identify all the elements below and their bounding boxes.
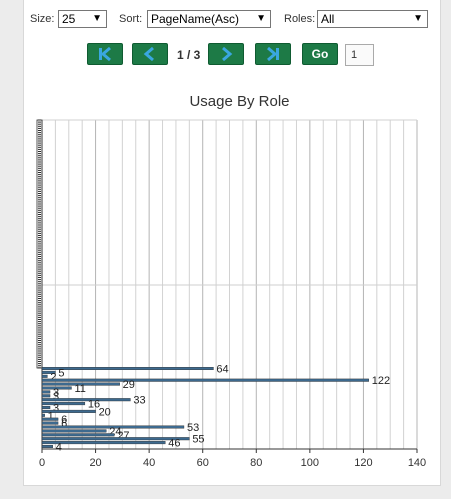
x-tick-label: 60 (197, 457, 209, 469)
size-label: Size: (30, 13, 55, 25)
size-dropdown-arrow-icon: ▼ (92, 13, 102, 24)
size-select-value: 25 (62, 12, 76, 26)
last-page-button[interactable] (255, 43, 291, 65)
page-number-input[interactable]: 1 (345, 44, 374, 66)
chart-title: Usage By Role (189, 93, 289, 110)
bar (41, 398, 131, 402)
prev-page-icon (143, 47, 154, 61)
bar (41, 374, 48, 378)
bar (41, 437, 190, 441)
bar (41, 378, 369, 382)
x-tick-label: 0 (39, 457, 45, 469)
next-page-icon (222, 47, 233, 61)
bar (41, 417, 59, 421)
bar (41, 386, 72, 390)
bar-value-label: 6 (61, 414, 67, 426)
x-tick-label: 140 (408, 457, 426, 469)
bar-value-label: 1 (48, 410, 54, 422)
sort-dropdown-arrow-icon: ▼ (256, 13, 266, 24)
bar-value-label: 3 (53, 387, 59, 399)
bar (41, 429, 107, 433)
roles-select[interactable]: All ▼ (317, 10, 428, 28)
x-tick-label: 80 (250, 457, 262, 469)
bar (41, 421, 59, 425)
roles-label: Roles: (284, 13, 316, 25)
sort-label: Sort: (119, 13, 143, 25)
bar (41, 402, 86, 406)
sort-select-value: PageName(Asc) (151, 12, 240, 26)
bar-value-label: 3 (53, 391, 59, 403)
bar (41, 367, 214, 371)
bar-value-label: 46 (168, 438, 180, 450)
bar (41, 409, 96, 413)
x-tick-label: 40 (143, 457, 155, 469)
bar-value-label: 55 (192, 434, 204, 446)
bar-value-label: 2 (50, 371, 56, 383)
next-page-button[interactable] (208, 43, 244, 65)
pager: 1 / 3 Go 1 (24, 43, 440, 67)
bar-value-label: 16 (88, 399, 100, 411)
size-select[interactable]: 25 ▼ (58, 10, 107, 28)
bar (41, 445, 53, 449)
go-button[interactable]: Go (302, 43, 338, 65)
first-page-button[interactable] (87, 43, 123, 65)
first-page-icon (99, 47, 111, 61)
bar-value-label: 122 (372, 375, 390, 387)
bar-value-label: 29 (123, 379, 135, 391)
bar-value-label: 11 (74, 383, 85, 395)
bar (41, 370, 56, 374)
bar-value-label: 3 (53, 403, 59, 415)
sort-select[interactable]: PageName(Asc) ▼ (147, 10, 271, 28)
bar (41, 394, 51, 398)
bar-value-label: 5 (58, 367, 64, 379)
roles-select-value: All (321, 12, 335, 26)
bar (41, 413, 45, 417)
last-page-icon (267, 47, 279, 61)
x-tick-label: 100 (301, 457, 319, 469)
bar (41, 425, 185, 429)
page-info: 1 / 3 (177, 48, 201, 62)
bar (41, 382, 120, 386)
bar (41, 441, 166, 445)
bar-value-label: 64 (216, 364, 228, 376)
prev-page-button[interactable] (132, 43, 168, 65)
bar (41, 406, 51, 410)
chart-panel: Size: 25 ▼ Sort: PageName(Asc) ▼ Roles: … (23, 0, 441, 486)
x-tick-label: 20 (89, 457, 101, 469)
roles-dropdown-arrow-icon: ▼ (413, 13, 423, 24)
bar (41, 433, 115, 437)
bar-value-label: 4 (56, 442, 62, 454)
bar-value-label: 53 (187, 422, 199, 434)
x-tick-label: 120 (354, 457, 372, 469)
bar-value-label: 6 (61, 418, 67, 430)
bar-value-label: 20 (99, 406, 111, 418)
bar-value-label: 33 (133, 395, 145, 407)
bar (41, 390, 51, 394)
